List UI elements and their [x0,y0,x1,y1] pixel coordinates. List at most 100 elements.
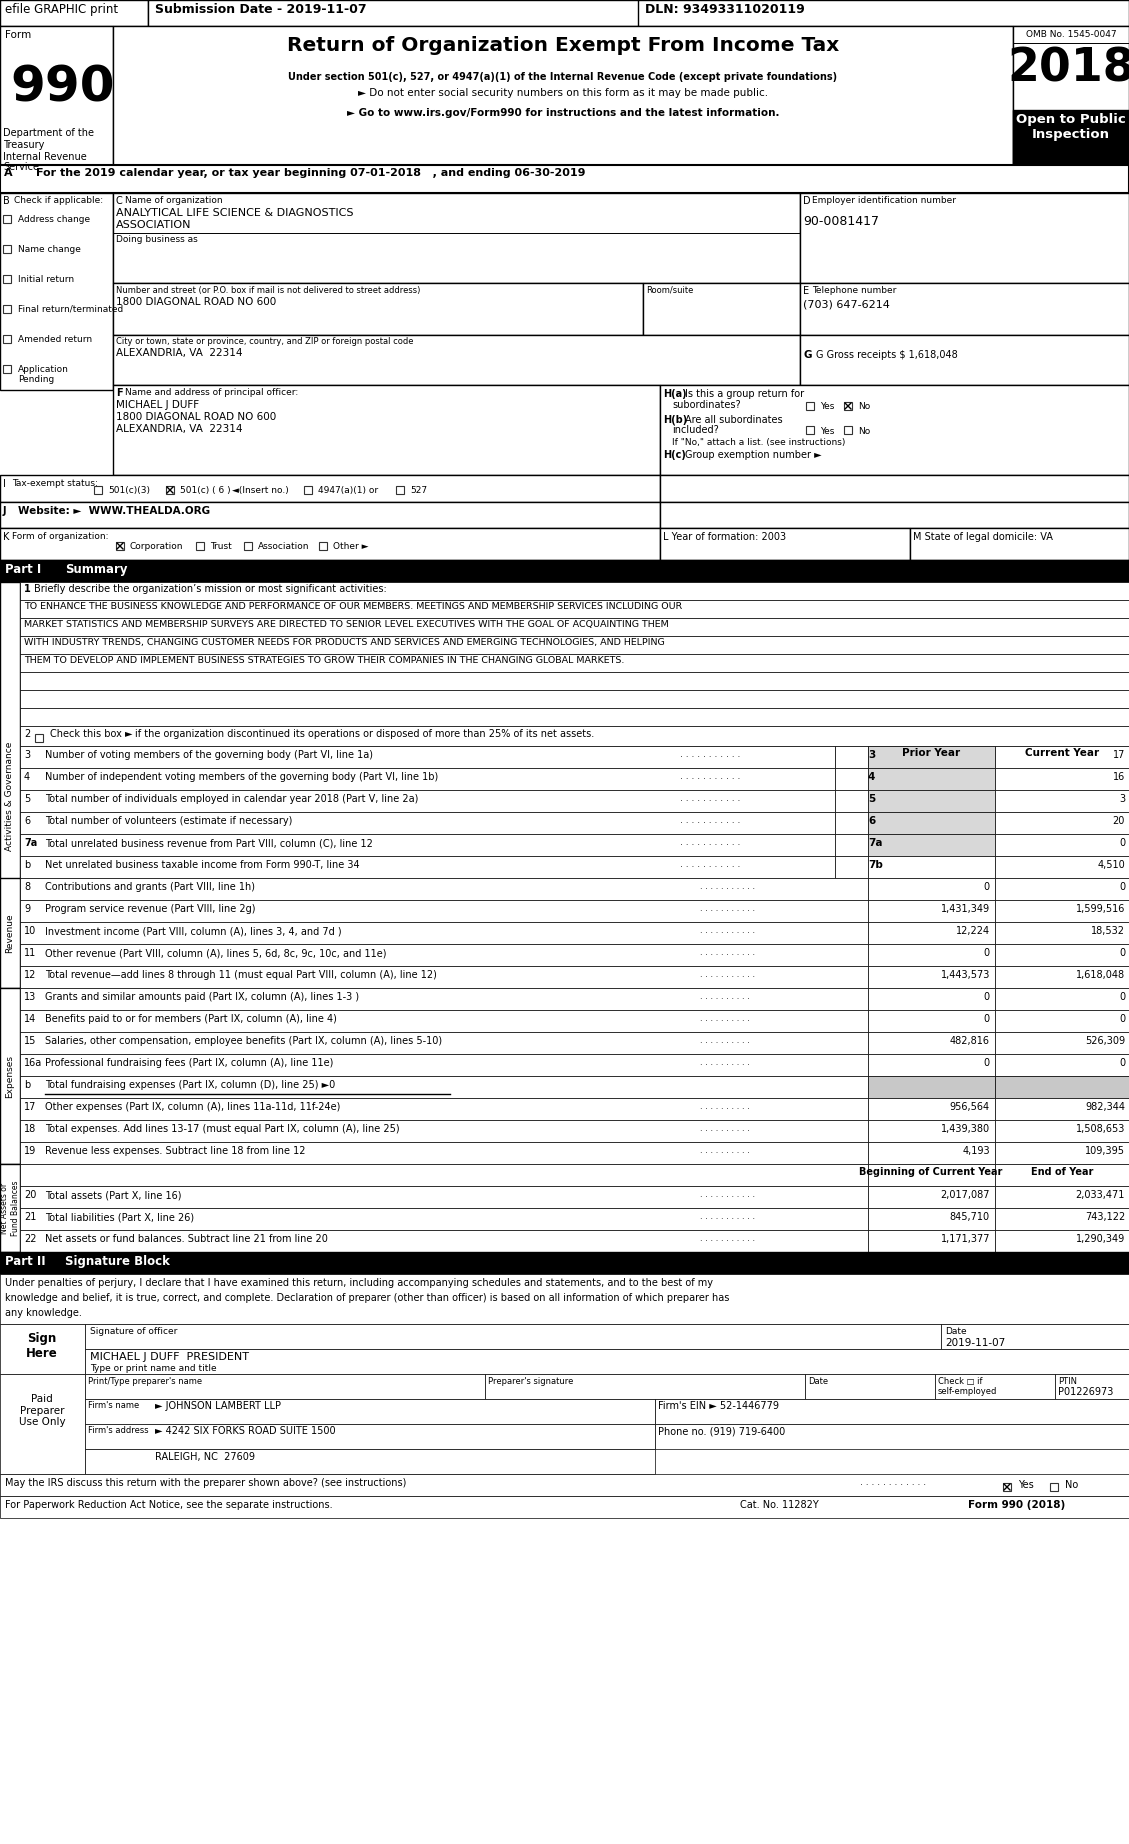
Text: Beginning of Current Year: Beginning of Current Year [859,1167,1003,1176]
Bar [1013,26,1129,164]
Text: . . . . . . . . . . .: . . . . . . . . . . . [700,904,755,913]
Text: No: No [858,402,870,411]
Text: MARKET STATISTICS AND MEMBERSHIP SURVEYS ARE DIRECTED TO SENIOR LEVEL EXECUTIVES: MARKET STATISTICS AND MEMBERSHIP SURVEYS… [24,620,668,629]
Bar [113,336,800,385]
Bar [868,900,995,922]
Text: 8: 8 [24,881,30,892]
Text: knowledge and belief, it is true, correct, and complete. Declaration of preparer: knowledge and belief, it is true, correc… [5,1293,729,1304]
Bar [20,583,1129,599]
Text: 0: 0 [983,881,990,892]
Text: Professional fundraising fees (Part IX, column (A), line 11e): Professional fundraising fees (Part IX, … [45,1058,333,1068]
Bar [868,1055,995,1077]
Bar [940,1324,1129,1350]
Text: Internal Revenue: Internal Revenue [3,151,87,162]
Bar [0,1164,20,1252]
Bar [0,194,113,389]
Bar [995,1119,1129,1141]
Text: Is this a group return for: Is this a group return for [685,389,804,398]
Text: 0: 0 [983,1058,990,1068]
Bar [868,922,995,944]
Text: Type or print name and title: Type or print name and title [90,1365,217,1374]
Text: if the organization discontinued its operations or disposed of more than 25% of : if the organization discontinued its ope… [135,728,594,739]
Text: . . . . . . . . . . .: . . . . . . . . . . . [700,1234,755,1243]
Text: ◄(Insert no.): ◄(Insert no.) [231,487,289,494]
Bar [0,26,113,164]
Text: 11: 11 [24,948,36,959]
Text: Other revenue (Part VIII, column (A), lines 5, 6d, 8c, 9c, 10c, and 11e): Other revenue (Part VIII, column (A), li… [45,948,386,959]
Text: Name change: Name change [18,245,81,254]
Text: 1800 DIAGONAL ROAD NO 600: 1800 DIAGONAL ROAD NO 600 [116,411,277,422]
Text: 956,564: 956,564 [949,1103,990,1112]
Text: E: E [803,286,809,297]
Text: 20: 20 [24,1189,36,1200]
Text: 0: 0 [983,992,990,1001]
Bar [868,1230,995,1252]
Text: Expenses: Expenses [6,1055,15,1097]
Text: J: J [3,505,7,516]
Bar [835,747,868,767]
Bar [660,385,1129,476]
Text: b: b [24,1081,30,1090]
Text: 0: 0 [1119,948,1124,959]
Text: 6: 6 [868,817,875,826]
Bar [995,966,1129,988]
Bar [995,1186,1129,1208]
Text: Department of the: Department of the [3,127,94,138]
Text: 90-0081417: 90-0081417 [803,216,879,229]
Bar [660,502,1129,527]
Text: Application
Pending: Application Pending [18,365,69,384]
Text: 0: 0 [983,1014,990,1023]
Bar [995,1077,1129,1097]
Bar [35,734,43,741]
Text: 7b: 7b [868,859,883,870]
Text: . . . . . . . . . . .: . . . . . . . . . . . [680,859,741,869]
Bar [3,304,11,313]
Text: 15: 15 [24,1036,36,1046]
Bar [835,789,868,811]
Text: Check □ if: Check □ if [938,1377,982,1387]
Bar [20,856,835,878]
Text: 4: 4 [24,773,30,782]
Bar [0,1374,85,1473]
Text: Benefits paid to or for members (Part IX, column (A), line 4): Benefits paid to or for members (Part IX… [45,1014,336,1023]
Text: For Paperwork Reduction Act Notice, see the separate instructions.: For Paperwork Reduction Act Notice, see … [5,1499,333,1510]
Text: Trust: Trust [210,542,231,551]
Text: 990: 990 [10,65,114,112]
Text: . . . . . . . . . . . .: . . . . . . . . . . . . [860,1479,926,1486]
Text: Total number of individuals employed in calendar year 2018 (Part V, line 2a): Total number of individuals employed in … [45,795,419,804]
Bar [868,944,995,966]
Text: 0: 0 [983,948,990,959]
Text: H(b): H(b) [663,415,688,424]
Bar [868,878,995,900]
Bar [995,1164,1129,1186]
Text: Salaries, other compensation, employee benefits (Part IX, column (A), lines 5-10: Salaries, other compensation, employee b… [45,1036,443,1046]
Text: . . . . . . . . . .: . . . . . . . . . . [700,992,750,1001]
Text: Other ►: Other ► [333,542,368,551]
Bar [935,1374,1054,1400]
Bar [0,1252,1129,1274]
Text: subordinates?: subordinates? [672,400,741,409]
Text: Website: ►  WWW.THEALDA.ORG: Website: ► WWW.THEALDA.ORG [18,505,210,516]
Text: b: b [24,859,30,870]
Text: Prior Year: Prior Year [902,749,960,758]
Bar [20,1033,868,1055]
Text: Treasury: Treasury [3,140,44,149]
Text: Name of organization: Name of organization [125,195,222,205]
Bar [0,502,660,527]
Bar [85,1374,485,1400]
Bar [94,487,102,494]
Bar [868,789,995,811]
Bar [485,1374,805,1400]
Text: ALEXANDRIA, VA  22314: ALEXANDRIA, VA 22314 [116,349,243,358]
Bar [20,599,1129,618]
Bar [85,1400,655,1424]
Text: 1,290,349: 1,290,349 [1076,1234,1124,1245]
Text: Briefly describe the organization’s mission or most significant activities:: Briefly describe the organization’s miss… [34,585,387,594]
Bar [20,655,1129,671]
Bar [0,988,20,1164]
Bar [868,767,995,789]
Text: 17: 17 [1112,751,1124,760]
Bar [244,542,252,550]
Text: 3: 3 [1119,795,1124,804]
Text: 4,193: 4,193 [962,1145,990,1156]
